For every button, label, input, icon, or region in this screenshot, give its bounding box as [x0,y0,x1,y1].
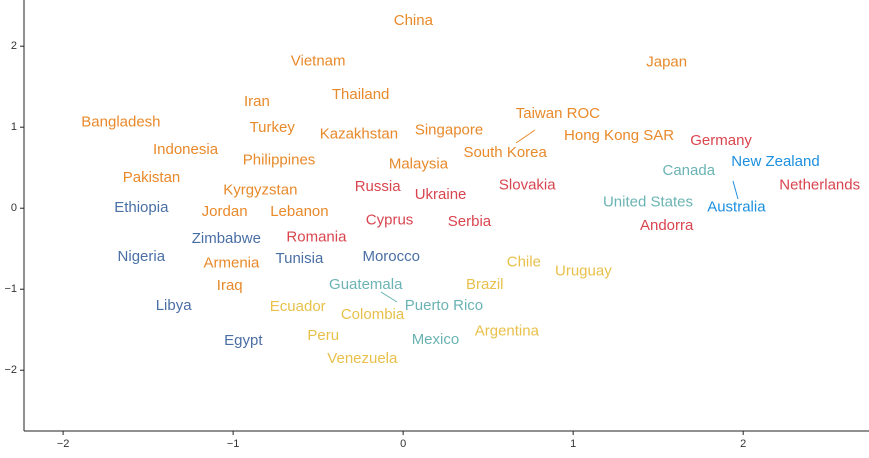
point-label: Hong Kong SAR [564,127,674,144]
point-label: Armenia [203,254,260,271]
point-label: Mexico [412,331,460,348]
point-label: Tunisia [276,250,324,267]
x-tick-label: −2 [57,438,70,450]
y-tick-label: 2 [11,40,17,52]
point-label: Russia [355,178,402,195]
point-label: Andorra [640,217,694,234]
y-tick-label: −1 [4,283,17,295]
point-label: Lebanon [270,203,328,220]
x-tick-label: −1 [227,438,240,450]
point-label: Brazil [466,276,504,293]
point-label: Vietnam [291,53,346,70]
point-label: Kazakhstan [320,125,398,142]
point-label: Uruguay [555,262,612,279]
x-tick-label: 1 [570,438,576,450]
point-label: Taiwan ROC [516,105,600,122]
point-label: Pakistan [123,169,181,186]
point-label: South Korea [463,144,547,161]
x-tick-label: 0 [400,438,406,450]
point-label: China [394,12,434,29]
point-label: Ecuador [270,298,326,315]
x-tick-label: 2 [740,438,746,450]
point-label: Serbia [448,213,492,230]
point-label: Peru [307,327,339,344]
point-label: Singapore [415,121,483,138]
y-tick-label: 1 [11,121,17,133]
point-label: Colombia [341,306,405,323]
point-label: Libya [156,297,193,314]
point-label: Ukraine [415,186,467,203]
point-label: Philippines [243,151,316,168]
point-label: Australia [707,198,766,215]
point-label: Nigeria [118,248,166,265]
point-label: Turkey [250,119,296,136]
point-label: Morocco [362,248,420,265]
point-label: Guatemala [329,276,403,293]
point-label: Jordan [202,203,248,220]
point-label: Cyprus [366,211,414,228]
point-label: Chile [507,253,541,270]
point-label: Thailand [332,86,390,103]
label-connector [515,129,536,144]
y-tick-label: −2 [4,364,17,376]
point-label: Egypt [224,332,263,349]
point-label: Indonesia [153,141,219,158]
point-label: Romania [286,228,347,245]
point-label: Japan [646,53,687,70]
point-label: United States [603,194,693,211]
point-label: Iran [244,93,270,110]
label-connector [380,291,398,303]
point-label: Slovakia [499,176,556,193]
point-label: Canada [663,162,716,179]
point-label: Netherlands [779,176,860,193]
point-label: Malaysia [389,155,449,172]
point-label: Ethiopia [114,199,169,216]
point-label: Zimbabwe [192,230,261,247]
point-label: Iraq [217,277,243,294]
point-label: Germany [690,132,752,149]
point-label: Argentina [475,322,540,339]
label-connector [732,180,739,200]
point-label: Bangladesh [81,113,160,130]
point-label: Kyrgyzstan [223,181,297,198]
point-label: New Zealand [731,153,819,170]
point-label: Puerto Rico [405,297,483,314]
point-label: Venezuela [327,350,398,367]
y-tick-label: 0 [11,202,17,214]
